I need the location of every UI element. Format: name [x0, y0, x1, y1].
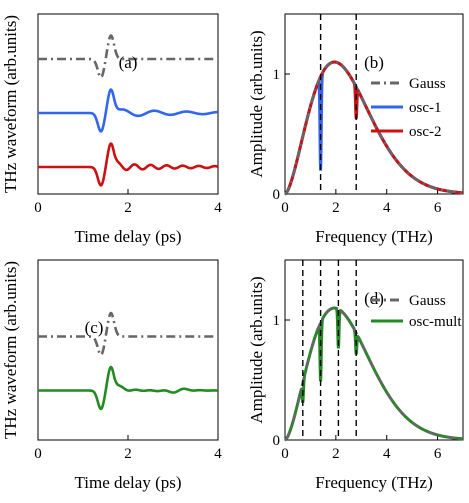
panel-c-lines — [38, 311, 219, 411]
panel-a-ylabel: THz waveform (arb.units) — [1, 15, 20, 193]
panel-a-label: (a) — [119, 53, 138, 72]
x-tick-label: 2 — [332, 200, 340, 216]
series-line-gauss — [38, 311, 218, 357]
series-line-gauss — [284, 60, 464, 196]
panel-b-ticks: 0 2 4 6 0 1 — [273, 67, 442, 216]
legend-label-osc2: osc-2 — [409, 124, 442, 140]
x-tick-label: 6 — [434, 446, 442, 462]
legend-label-gauss: Gauss — [409, 293, 446, 309]
panel-b-lines — [284, 14, 464, 196]
panel-c-label: (c) — [85, 318, 104, 337]
panel-d-ylabel: Amplitude (arb.units) — [247, 276, 266, 423]
y-tick-label: 1 — [273, 313, 281, 329]
y-tick-label: 0 — [273, 433, 281, 449]
legend-label-osc1: osc-1 — [409, 100, 442, 116]
x-tick-label: 4 — [383, 200, 391, 216]
x-tick-label: 0 — [281, 446, 289, 462]
x-tick-label: 2 — [332, 446, 340, 462]
x-tick-label: 4 — [383, 446, 391, 462]
panel-b: 0 2 4 6 0 1 (b) Gauss osc-1 osc-2 Frequency (TH… — [247, 13, 464, 246]
x-tick-label: 0 — [34, 200, 42, 216]
panel-c-xlabel: Time delay (ps) — [74, 473, 181, 492]
panel-d-xlabel: Frequency (THz) — [315, 473, 433, 492]
series-line-gauss — [38, 34, 218, 79]
panel-c: 0 2 4 (c) Time delay (ps) THz waveform (ar… — [1, 259, 222, 492]
series-line-osc2 — [38, 142, 219, 187]
panel-a-lines — [38, 34, 219, 187]
panel-a: 0 2 4 (a) Time delay (ps) THz waveform (ar… — [1, 13, 222, 246]
panel-d-legend: Gauss osc-mult — [371, 293, 462, 330]
panel-b-legend: Gauss osc-1 osc-2 — [371, 76, 446, 140]
panel-c-ticks: 0 2 4 — [34, 435, 222, 462]
panel-b-label: (b) — [364, 53, 384, 72]
series-line-osc1 — [38, 88, 219, 133]
x-tick-label: 4 — [214, 200, 222, 216]
panel-b-frame — [284, 13, 464, 195]
panel-d-ticks: 0 2 4 6 0 1 — [273, 313, 442, 462]
y-tick-label: 1 — [273, 67, 281, 83]
x-tick-label: 4 — [214, 446, 222, 462]
x-tick-label: 0 — [281, 200, 289, 216]
x-tick-label: 0 — [34, 446, 42, 462]
panel-a-ticks: 0 2 4 — [34, 189, 222, 216]
panel-c-ylabel: THz waveform (arb.units) — [1, 261, 20, 439]
panel-b-xlabel: Frequency (THz) — [315, 227, 433, 246]
panel-d-frame — [284, 259, 464, 441]
legend-label-gauss: Gauss — [409, 76, 446, 92]
x-tick-label: 6 — [434, 200, 442, 216]
legend-label-osc_mult: osc-mult — [409, 314, 462, 330]
panel-d-lines — [284, 260, 464, 442]
x-tick-label: 2 — [124, 200, 132, 216]
panel-b-ylabel: Amplitude (arb.units) — [247, 30, 266, 177]
y-tick-label: 0 — [273, 187, 281, 203]
panel-a-xlabel: Time delay (ps) — [74, 227, 181, 246]
x-tick-label: 2 — [124, 446, 132, 462]
panel-c-frame — [37, 259, 219, 441]
series-line-osc_mult — [38, 365, 219, 411]
series-line-gauss — [284, 306, 464, 442]
